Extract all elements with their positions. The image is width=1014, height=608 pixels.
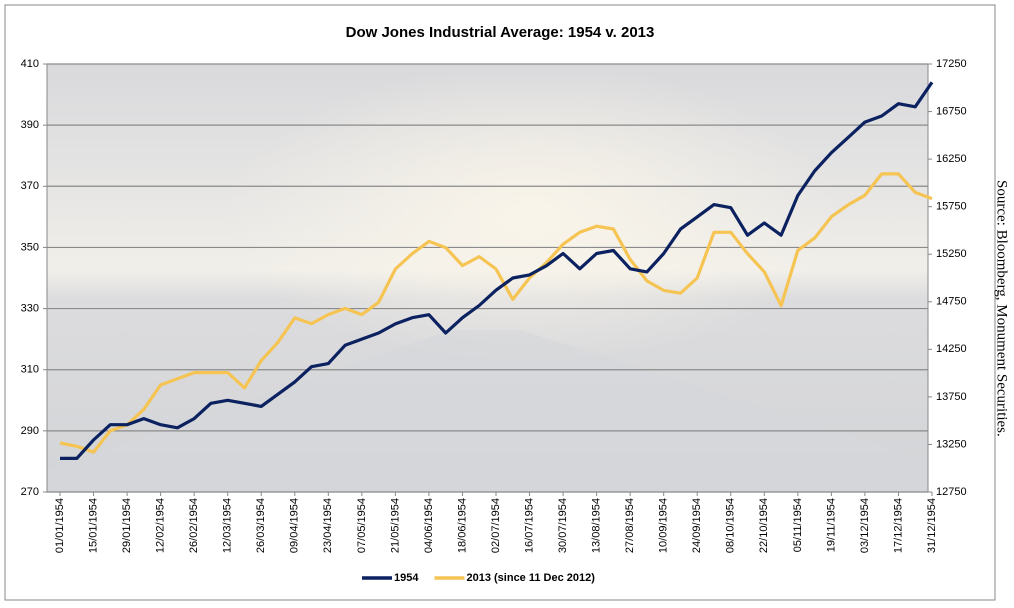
y2-tick-label: 14750 [936,296,967,308]
y-tick-label: 370 [21,180,39,192]
x-tick-label: 04/06/1954 [423,498,435,553]
x-tick-label: 02/07/1954 [490,498,502,553]
x-tick-label: 08/10/1954 [725,498,737,553]
x-tick-label: 15/01/1954 [87,498,99,553]
x-tick-label: 26/02/1954 [188,498,200,553]
y2-tick-label: 16750 [936,105,967,117]
x-tick-label: 30/07/1954 [557,498,569,553]
x-tick-label: 16/07/1954 [523,498,535,553]
x-tick-label: 23/04/1954 [322,498,334,553]
y2-tick-label: 13750 [936,391,967,403]
x-tick-label: 17/12/1954 [892,498,904,553]
y-tick-label: 270 [21,486,39,498]
x-tick-label: 09/04/1954 [289,498,301,553]
x-tick-label: 24/09/1954 [691,498,703,553]
x-tick-label: 13/08/1954 [591,498,603,553]
x-tick-label: 22/10/1954 [758,498,770,553]
chart-title: Dow Jones Industrial Average: 1954 v. 20… [346,24,655,41]
y-tick-label: 330 [21,302,39,314]
x-tick-label: 19/11/1954 [825,498,837,552]
y-tick-label: 310 [21,364,39,376]
y-tick-label: 350 [21,241,39,253]
y2-tick-label: 16250 [936,153,967,165]
x-tick-label: 05/11/1954 [792,498,804,552]
x-tick-label: 31/12/1954 [926,498,938,553]
source-note: Source: Bloomberg, Monument Securities. [994,180,1010,437]
page: {"chart_data": {"type": "line", "title":… [0,0,1014,608]
x-tick-label: 03/12/1954 [859,498,871,553]
y2-tick-label: 17250 [936,58,967,70]
y2-tick-label: 15250 [936,248,967,260]
x-tick-label: 29/01/1954 [121,498,133,553]
x-tick-label: 27/08/1954 [624,498,636,553]
y2-tick-label: 15750 [936,201,967,213]
x-tick-label: 21/05/1954 [389,498,401,553]
x-tick-label: 18/06/1954 [456,498,468,553]
y-tick-label: 390 [21,119,39,131]
x-tick-label: 01/01/1954 [54,498,66,553]
x-tick-label: 10/09/1954 [658,498,670,553]
chart: Dow Jones Industrial Average: 1954 v. 20… [0,0,1014,608]
y2-tick-label: 12750 [936,486,967,498]
x-tick-label: 12/03/1954 [222,498,234,553]
y-tick-label: 290 [21,425,39,437]
y-tick-label: 410 [21,58,39,70]
y2-tick-label: 14250 [936,343,967,355]
x-tick-label: 07/05/1954 [356,498,368,553]
x-tick-label: 12/02/1954 [155,498,167,553]
x-tick-label: 26/03/1954 [255,498,267,553]
legend-label: 1954 [394,572,419,584]
y2-tick-label: 13250 [936,438,967,450]
legend-label: 2013 (since 11 Dec 2012) [466,572,595,584]
